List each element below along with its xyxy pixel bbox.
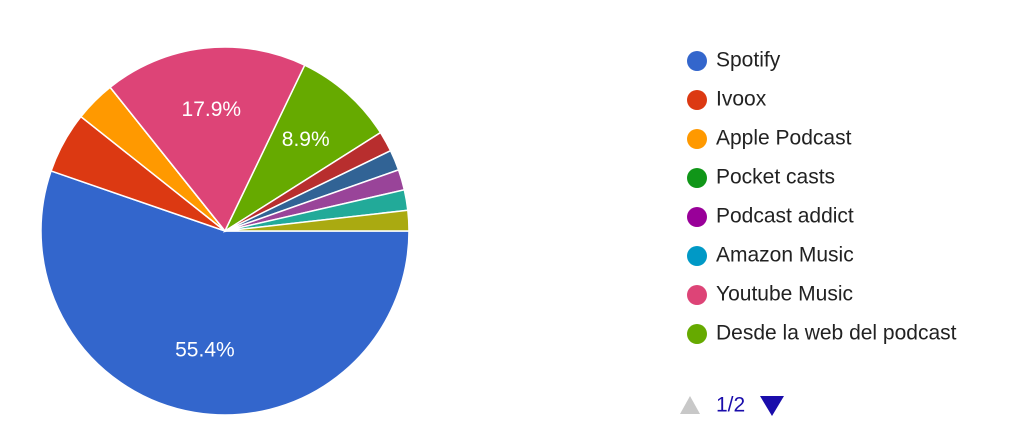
legend-label: Spotify [716,49,781,72]
legend-label: Youtube Music [716,283,853,306]
legend-marker [687,90,707,110]
pie-slice [224,209,410,232]
legend-label: Pocket casts [716,166,835,189]
legend-marker [687,168,707,188]
legend-marker [687,207,707,227]
next-page[interactable] [760,396,784,416]
legend-label: Desde la web del podcast [716,322,957,345]
legend-marker [687,246,707,266]
legend-marker [687,285,707,305]
legend-label: Podcast addict [716,205,854,228]
legend-marker [687,129,707,149]
legend-label: Amazon Music [716,244,854,267]
legend-label: Ivoox [716,88,767,111]
prev-page[interactable] [680,396,700,414]
page-indicator: 1/2 [716,394,745,417]
slice-label: 8.9% [282,128,330,151]
legend-label: Apple Podcast [716,127,852,150]
pie-slice [223,64,382,234]
pie-slice [40,170,410,416]
pie-slice [109,46,306,233]
legend-marker [687,51,707,71]
legend-marker [687,324,707,344]
slice-label: 17.9% [182,98,242,121]
slice-label: 55.4% [175,338,235,361]
